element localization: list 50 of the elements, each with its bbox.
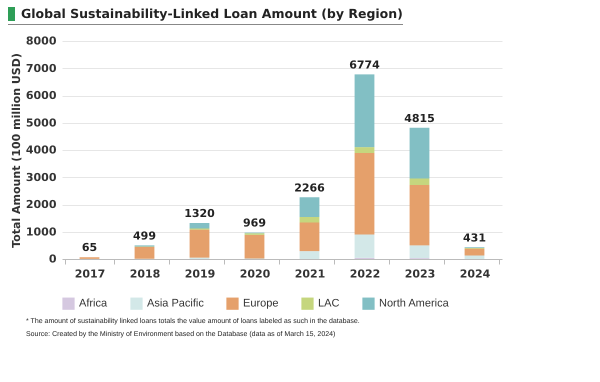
total-label: 4815 — [404, 112, 435, 125]
total-label: 65 — [82, 241, 98, 254]
x-tick-label: 2018 — [130, 268, 160, 280]
x-tick-label: 2022 — [350, 268, 380, 280]
legend-label: North America — [379, 298, 450, 310]
bar — [300, 217, 320, 222]
total-label: 431 — [463, 231, 486, 244]
bar — [190, 223, 210, 228]
legend-label: Asia Pacific — [147, 298, 204, 310]
x-tick-label: 2024 — [460, 268, 491, 280]
bar — [410, 245, 430, 258]
y-tick-label: 8000 — [26, 34, 57, 48]
bar — [410, 185, 430, 246]
x-tick-label: 2023 — [404, 268, 436, 280]
bar — [354, 147, 374, 153]
total-label: 6774 — [349, 58, 380, 72]
total-label: 1320 — [184, 207, 216, 220]
bar — [134, 246, 154, 259]
legend-label: Africa — [79, 298, 108, 310]
bar — [300, 251, 320, 259]
bar — [410, 128, 430, 178]
bar — [354, 234, 374, 258]
total-label: 969 — [243, 216, 266, 230]
legend-label: Europe — [243, 298, 278, 310]
y-tick-label: 6000 — [26, 89, 57, 102]
total-label: 2266 — [294, 181, 326, 194]
bar — [464, 248, 484, 256]
bar — [354, 74, 374, 148]
x-tick-label: 2019 — [184, 268, 216, 280]
bar — [300, 222, 320, 252]
y-tick-label: 2000 — [26, 198, 57, 211]
bar — [464, 255, 484, 259]
y-tick-label: 3000 — [26, 170, 57, 184]
bar — [410, 178, 430, 186]
y-tick-label: 1000 — [26, 225, 57, 238]
y-tick-label: 7000 — [26, 62, 57, 75]
bar — [190, 230, 210, 258]
y-axis-title: Total Amount (100 million USD) — [10, 53, 23, 248]
x-tick-label: 2020 — [240, 268, 271, 280]
y-tick-label: 0 — [48, 252, 57, 266]
bar — [300, 197, 320, 218]
legend-label: LAC — [318, 298, 340, 310]
x-tick-label: 2017 — [74, 268, 106, 280]
x-tick-label: 2021 — [294, 268, 326, 280]
bar — [244, 234, 264, 258]
chart-title: Global Sustainability-Linked Loan Amount (by Region) — [21, 6, 403, 21]
bar — [354, 153, 374, 234]
y-tick-label: 5000 — [26, 116, 57, 130]
total-label: 499 — [133, 229, 156, 242]
y-tick-label: 4000 — [26, 144, 57, 156]
